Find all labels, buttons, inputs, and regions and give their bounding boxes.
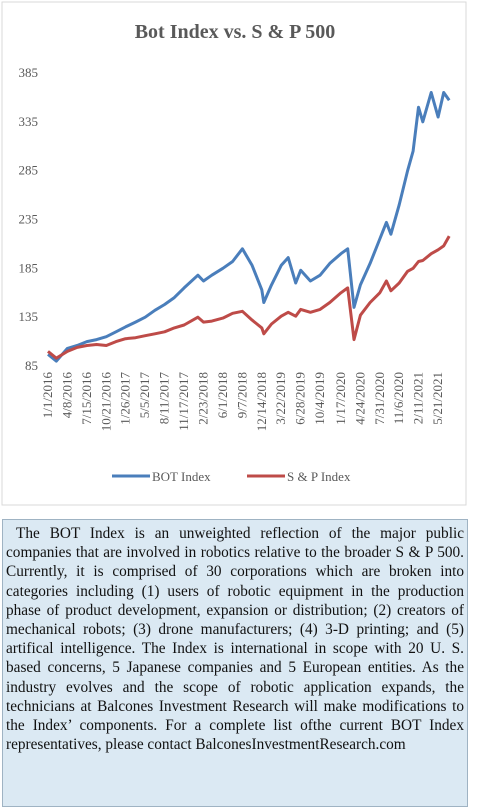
x-tick-label: 4/24/2020 [352,372,367,425]
x-tick-label: 11/17/2017 [176,372,191,431]
x-tick-label: 8/11/2017 [157,372,172,425]
y-tick-label: 135 [19,309,39,324]
x-tick-label: 6/28/2019 [293,372,308,425]
x-tick-label: 1/26/2017 [118,372,133,425]
x-tick-label: 7/31/2020 [372,372,387,425]
y-tick-label: 335 [19,114,39,129]
series-line [47,235,451,360]
x-tick-label: 6/1/2018 [215,372,230,418]
y-tick-label: 185 [19,260,39,275]
chart-frame [1,1,467,506]
x-tick-label: 2/23/2018 [195,372,210,425]
x-tick-label: 1/17/2020 [333,372,348,425]
x-tick-label: 5/5/2017 [137,372,152,419]
x-tick-label: 1/1/2016 [40,372,55,419]
y-tick-label: 385 [19,65,39,80]
x-tick-label: 10/4/2019 [312,372,327,425]
chart: Bot Index vs. S & P 500 85 135 185 235 285 33… [1,1,467,506]
x-tick-label: 7/15/2016 [79,372,94,425]
x-tick-label: 5/21/2021 [430,372,445,425]
x-tick-label: 10/21/2016 [98,372,113,432]
y-tick-label: 285 [19,163,39,178]
description: The BOT Index is an unweighted reflectio… [2,519,468,807]
y-tick-label: 85 [25,358,38,373]
y-tick-label: 235 [19,212,39,227]
legend-label: BOT Index [152,469,211,484]
legend-label: S & P Index [287,469,351,484]
x-tick-label: 4/8/2016 [59,372,74,419]
chart-title: Bot Index vs. S & P 500 [135,21,336,43]
x-tick-label: 2/11/2021 [410,372,425,424]
x-tick-label: 12/14/2018 [254,372,269,431]
x-tick-label: 11/6/2020 [391,372,406,424]
series-line [47,91,451,363]
x-tick-label: 3/22/2019 [273,372,288,425]
x-tick-label: 9/7/2018 [234,372,249,418]
